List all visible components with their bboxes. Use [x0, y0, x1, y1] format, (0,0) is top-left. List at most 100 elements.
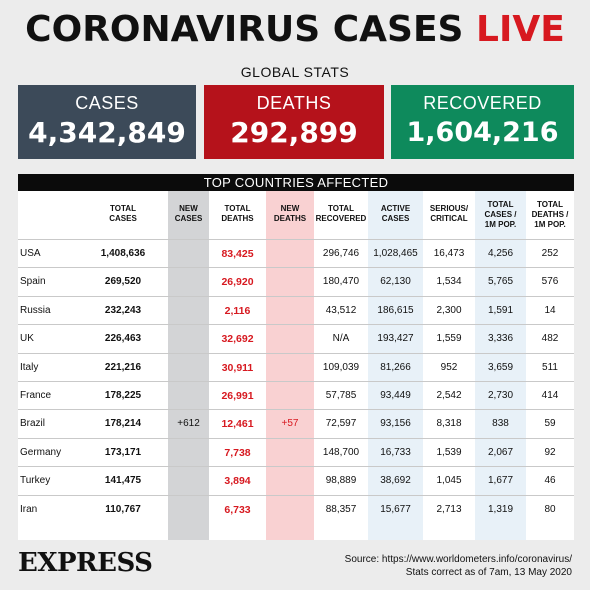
recovered-stat-box: RECOVERED 1,604,216 [391, 85, 574, 159]
cell-serious-critical: 1,559 [436, 333, 462, 345]
column-header-line: CASES [174, 214, 203, 223]
table-row: Italy 221,216 30,911 109,039 81,266 952 3,659 5… [18, 354, 574, 382]
cell-new-deaths [266, 268, 314, 296]
cell-new-cases: +612 [177, 418, 200, 430]
cell-serious-critical: 16,473 [433, 248, 465, 259]
global-stats-subtitle: GLOBAL STATS [240, 64, 350, 80]
cell-total-cases: 141,475 [104, 475, 142, 487]
cell-serious-critical: 2,300 [436, 304, 462, 316]
table-row: France 178,225 26,991 57,785 93,449 2,542 2,73… [18, 382, 574, 410]
cell-active-cases: 62,130 [380, 276, 411, 288]
cell-new-deaths [266, 382, 314, 410]
cell-active-cases: 16,733 [380, 446, 411, 458]
cell-country: France [20, 390, 52, 401]
row-divider [18, 409, 574, 411]
column-header-total-cases: TOTAL CASES [78, 204, 168, 224]
cell-cases-per-1m: 1,591 [487, 304, 514, 316]
cell-total-deaths: 3,894 [224, 475, 251, 488]
row-divider [18, 239, 574, 240]
cases-stat-box: CASES 4,342,849 [18, 85, 196, 159]
recovered-value: 1,604,216 [406, 117, 559, 148]
cell-new-cases [168, 325, 209, 353]
cell-total-recovered: 148,700 [322, 446, 360, 458]
table-row: UK 226,463 32,692 N/A 193,427 1,559 3,336 482 [18, 325, 574, 353]
cell-serious-critical: 2,542 [436, 390, 462, 401]
column-header-active-cases: ACTIVE CASES [368, 204, 423, 224]
cell-serious-critical: 2,713 [436, 503, 462, 515]
column-header-line: DEATHS [273, 214, 307, 223]
cell-total-deaths: 7,738 [224, 446, 251, 459]
cell-cases-per-1m: 3,336 [487, 333, 514, 345]
cell-deaths-per-1m: 252 [541, 248, 559, 259]
column-header-total-recovered: TOTAL RECOVERED [314, 204, 368, 224]
cell-new-cases [168, 382, 209, 410]
column-header-line: RECOVERED [315, 214, 367, 223]
cell-total-deaths: 2,116 [224, 304, 251, 317]
row-divider [18, 267, 574, 269]
column-header-line: TOTAL [110, 204, 136, 213]
cell-deaths-per-1m: 14 [544, 304, 556, 316]
source-note: Source: https://www.worldometers.info/co… [345, 553, 572, 579]
cell-deaths-per-1m: 59 [544, 418, 556, 430]
cases-label: CASES [75, 93, 139, 113]
cell-deaths-per-1m: 46 [544, 475, 556, 487]
cell-country: Russia [20, 304, 51, 316]
cell-total-deaths: 32,692 [221, 333, 254, 346]
cell-cases-per-1m: 3,659 [487, 361, 514, 373]
cell-new-cases [168, 467, 209, 495]
cell-cases-per-1m: 2,730 [487, 390, 514, 401]
row-divider [18, 295, 574, 297]
cell-total-recovered: 180,470 [322, 276, 360, 288]
column-header-line: CASES / [484, 210, 517, 219]
page-title: CORONAVIRUS CASES LIVE [0, 8, 590, 52]
cell-new-cases [168, 297, 209, 325]
cell-total-recovered: N/A [332, 333, 350, 345]
deaths-label: DEATHS [256, 93, 332, 113]
column-header-line: TOTAL [328, 204, 354, 213]
deaths-value: 292,899 [230, 116, 358, 149]
cell-new-deaths [266, 496, 314, 524]
cell-total-cases: 1,408,636 [100, 248, 146, 259]
cell-cases-per-1m: 838 [492, 418, 509, 430]
column-shading-new-deaths [266, 191, 314, 540]
column-header-line: ACTIVE [380, 204, 411, 213]
column-header-line: TOTAL [224, 204, 251, 213]
cell-new-deaths [266, 439, 314, 467]
column-header-new-deaths: NEW DEATHS [266, 204, 314, 224]
cell-total-deaths: 26,991 [221, 390, 254, 402]
column-header-line: 1M POP. [534, 220, 566, 229]
cell-deaths-per-1m: 414 [541, 390, 559, 401]
cell-country: Germany [20, 446, 62, 458]
table-heading: TOP COUNTRIES AFFECTED [18, 174, 574, 191]
cell-active-cases: 38,692 [380, 475, 411, 487]
cell-total-recovered: 57,785 [325, 390, 357, 401]
column-header-line: NEW [280, 204, 300, 213]
row-divider [18, 381, 574, 382]
column-header-total-deaths: TOTAL DEATHS [209, 204, 266, 224]
cases-value: 4,342,849 [28, 116, 186, 149]
cell-total-deaths: 26,920 [221, 276, 254, 289]
cell-new-cases [168, 496, 209, 524]
column-header-serious-critical: SERIOUS/CRITICAL [423, 204, 475, 224]
column-shading-cases-per-1m [475, 191, 526, 540]
table-row: USA 1,408,636 83,425 296,746 1,028,465 16,473… [18, 240, 574, 268]
cell-country: Turkey [20, 475, 51, 487]
countries-table: TOP COUNTRIES AFFECTED TOTAL CASES NEW CASE… [18, 174, 574, 540]
cell-country: UK [20, 333, 34, 345]
cell-total-cases: 178,225 [104, 390, 142, 401]
title-live: LIVE [476, 9, 565, 50]
cell-country: Brazil [20, 418, 46, 430]
cell-total-cases: 232,243 [104, 304, 142, 316]
cell-new-cases [168, 240, 209, 268]
table-row: Russia 232,243 2,116 43,512 186,615 2,300 1,59… [18, 297, 574, 325]
cell-active-cases: 193,427 [377, 333, 414, 345]
cell-serious-critical: 8,318 [436, 418, 462, 430]
column-header-line: 1M POP. [484, 220, 517, 229]
table-row: Iran 110,767 6,733 88,357 15,677 2,713 1,319 80 [18, 496, 574, 524]
cell-active-cases: 1,028,465 [373, 248, 418, 259]
cell-deaths-per-1m: 92 [544, 446, 556, 458]
cell-cases-per-1m: 1,319 [487, 503, 514, 515]
cell-total-cases: 110,767 [105, 503, 141, 515]
cell-total-cases: 226,463 [104, 333, 142, 345]
row-divider [18, 437, 574, 439]
